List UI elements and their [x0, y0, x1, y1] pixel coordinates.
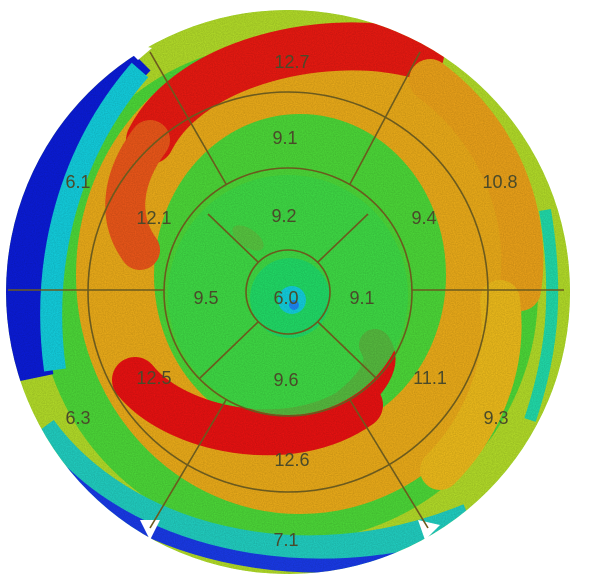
notch-bottom-left: [140, 520, 160, 540]
notch-bottom-right: [418, 520, 440, 540]
label-third-left: 9.5: [193, 288, 218, 308]
label-second-top: 9.1: [272, 128, 297, 148]
spoke-inner-ne: [317, 213, 369, 263]
label-second-bottom: 12.6: [274, 450, 309, 470]
spoke-inner-se: [317, 321, 377, 379]
label-second-lower-left: 12.5: [136, 368, 171, 388]
label-outer-lower-left: 6.3: [65, 408, 90, 428]
label-outer-upper-right: 10.8: [482, 172, 517, 192]
ring-line-3: [163, 167, 413, 417]
ring-line-center: [245, 249, 331, 335]
label-outer-lower-right: 9.3: [483, 408, 508, 428]
spoke-outer-bottom-right: [349, 399, 429, 529]
label-third-right: 9.1: [349, 288, 374, 308]
label-second-lower-right: 11.1: [413, 368, 447, 388]
notch-top-left: [118, 40, 152, 60]
label-center: 6.0: [273, 288, 298, 308]
label-second-upper-left: 12.1: [136, 208, 171, 228]
label-outer-bottom: 7.1: [273, 530, 298, 550]
label-second-upper-right: 9.4: [411, 208, 436, 228]
ring-line-2: [87, 91, 489, 493]
label-outer-top: 12.7: [274, 52, 309, 72]
spoke-inner-nw: [207, 213, 259, 263]
segment-grid: [8, 51, 564, 529]
label-third-bottom: 9.6: [273, 370, 298, 390]
spoke-outer-top-right: [349, 51, 421, 185]
label-outer-upper-left: 6.1: [65, 172, 90, 192]
edge-notches: [118, 40, 440, 540]
spoke-inner-sw: [199, 321, 259, 379]
segment-labels: 12.7 10.8 9.3 7.1 6.3 6.1 9.1 9.4 11.1 1…: [65, 52, 517, 550]
spoke-outer-top-left: [149, 51, 227, 185]
label-third-top: 9.2: [271, 206, 296, 226]
spoke-outer-bottom-left: [149, 399, 227, 529]
